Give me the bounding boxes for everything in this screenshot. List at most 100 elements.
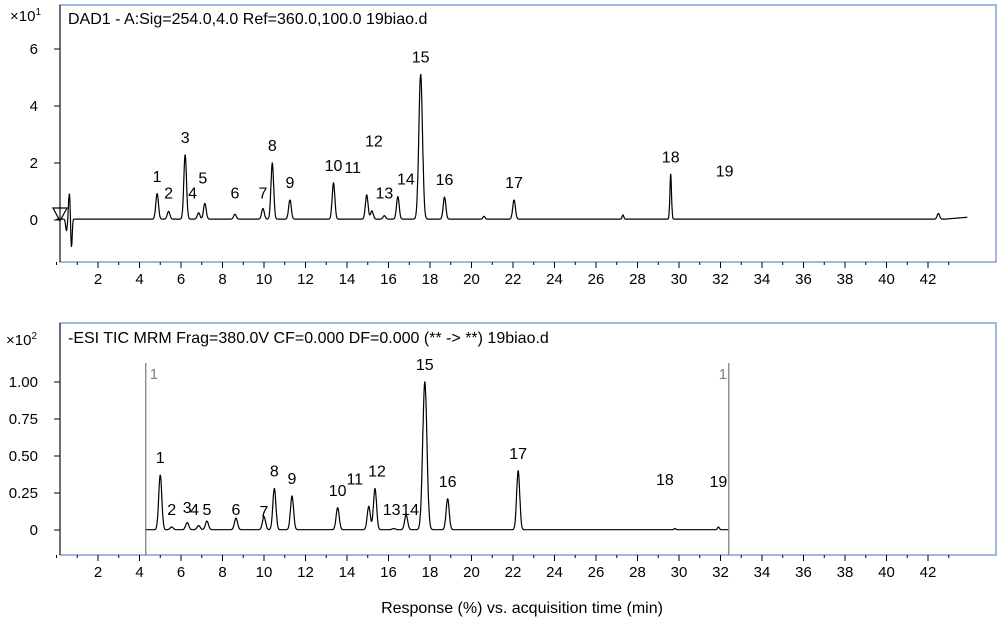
top-peak-point bbox=[443, 196, 446, 198]
bottom-peak-point bbox=[447, 498, 449, 500]
bottom-peak-point bbox=[159, 474, 161, 476]
bottom-x-tick-label: 42 bbox=[920, 564, 937, 581]
top-x-tick-label: 4 bbox=[135, 271, 143, 288]
top-chromatogram-trace bbox=[56, 74, 968, 248]
top-x-tick-label: 24 bbox=[546, 271, 563, 288]
bottom-x-tick-label: 26 bbox=[588, 564, 605, 581]
top-peak-label: 15 bbox=[412, 50, 430, 67]
top-x-tick-label: 18 bbox=[422, 271, 439, 288]
bottom-peak-point bbox=[291, 495, 293, 497]
top-peak-point bbox=[204, 202, 206, 205]
bottom-x-tick-label: 2 bbox=[94, 564, 102, 581]
top-peak-label: 3 bbox=[181, 130, 190, 147]
bottom-x-tick-label: 12 bbox=[297, 564, 314, 581]
bottom-x-tick-label: 36 bbox=[795, 564, 812, 581]
bottom-peak-point bbox=[424, 381, 426, 383]
bottom-peak-point bbox=[337, 507, 339, 509]
bottom-y-tick-label: 0.25 bbox=[9, 485, 38, 502]
bottom-x-tick-label: 40 bbox=[878, 564, 895, 581]
top-x-tick-label: 30 bbox=[671, 271, 688, 288]
top-peak-point bbox=[167, 210, 170, 213]
top-peak-point bbox=[513, 199, 515, 201]
bottom-peak-point bbox=[273, 487, 275, 490]
bottom-panel: -ESI TIC MRM Frag=380.0V CF=0.000 DF=0.0… bbox=[6, 322, 997, 556]
bottom-peak-point bbox=[374, 487, 376, 490]
bottom-peak-label: 19 bbox=[710, 474, 728, 491]
top-x-tick-label: 38 bbox=[837, 271, 854, 288]
bottom-x-tick-label: 16 bbox=[380, 564, 397, 581]
top-peak-label: 16 bbox=[436, 172, 454, 189]
x-axis-label: Response (%) vs. acquisition time (min) bbox=[381, 600, 663, 617]
bottom-peak-label: 16 bbox=[439, 474, 457, 491]
bottom-peak-point bbox=[517, 470, 519, 472]
bottom-peak-point bbox=[198, 524, 200, 527]
top-peak-label: 2 bbox=[164, 186, 173, 203]
top-y-tick-label: 6 bbox=[30, 41, 38, 58]
top-x-tick-label: 40 bbox=[878, 271, 895, 288]
bottom-x-tick-label: 10 bbox=[256, 564, 273, 581]
top-x-tick-label: 14 bbox=[339, 271, 356, 288]
top-peak-label: 19 bbox=[716, 164, 734, 181]
top-x-tick-label: 20 bbox=[463, 271, 480, 288]
bottom-peak-label: 14 bbox=[401, 502, 419, 519]
bottom-x-tick-label: 28 bbox=[629, 564, 646, 581]
top-peak-point bbox=[289, 199, 291, 201]
bottom-plot-area: 2 4 6 8 10 12 14 16 18 20 22 24 26 28 30 32 34 36 38 40 4200… bbox=[9, 323, 950, 581]
top-x-tick-label: 12 bbox=[297, 271, 314, 288]
top-peak-label: 13 bbox=[375, 186, 393, 203]
top-y-multiplier: ×101 bbox=[10, 7, 41, 25]
bottom-peak-point bbox=[263, 516, 265, 518]
bottom-peak-point bbox=[186, 522, 188, 524]
bottom-peak-label: 3 bbox=[183, 500, 192, 517]
top-peak-label: 12 bbox=[365, 134, 383, 151]
top-x-tick-label: 16 bbox=[380, 271, 397, 288]
top-peak-label: 5 bbox=[198, 170, 207, 187]
top-peak-label: 17 bbox=[505, 175, 523, 192]
top-peak-label: 7 bbox=[259, 186, 268, 203]
bottom-y-tick-label: 0.75 bbox=[9, 411, 38, 428]
top-y-tick-label: 2 bbox=[30, 155, 38, 172]
top-peak-point bbox=[332, 182, 335, 184]
bottom-x-tick-label: 38 bbox=[837, 564, 854, 581]
bottom-x-tick-label: 24 bbox=[546, 564, 563, 581]
bottom-peak-label: 7 bbox=[260, 504, 269, 521]
top-peak-label: 10 bbox=[325, 158, 343, 175]
top-peak-point bbox=[184, 154, 186, 156]
bottom-x-tick-label: 6 bbox=[177, 564, 185, 581]
bottom-x-tick-label: 4 bbox=[135, 564, 143, 581]
top-panel: DAD1 - A:Sig=254.0,4.0 Ref=360.0,100.0 1… bbox=[10, 4, 997, 263]
top-y-tick-label: 4 bbox=[30, 98, 38, 115]
top-peak-label: 1 bbox=[153, 169, 162, 186]
top-peak-point bbox=[420, 74, 422, 76]
top-x-tick-label: 28 bbox=[629, 271, 646, 288]
top-peak-label: 11 bbox=[344, 160, 361, 177]
top-peak-point bbox=[383, 215, 385, 217]
bottom-x-tick-label: 22 bbox=[505, 564, 522, 581]
top-peak-label: 14 bbox=[397, 172, 415, 189]
top-y-tick-label: 0 bbox=[30, 212, 38, 229]
top-x-tick-label: 26 bbox=[588, 271, 605, 288]
top-panel-title: DAD1 - A:Sig=254.0,4.0 Ref=360.0,100.0 1… bbox=[68, 11, 427, 28]
top-peak-point bbox=[234, 213, 236, 215]
bottom-peak-point bbox=[393, 527, 395, 530]
top-peak-point bbox=[397, 196, 399, 198]
top-x-tick-label: 22 bbox=[505, 271, 522, 288]
bottom-x-tick-label: 8 bbox=[218, 564, 226, 581]
top-peak-point bbox=[156, 193, 158, 195]
bottom-x-tick-label: 34 bbox=[754, 564, 771, 581]
bottom-peak-label: 17 bbox=[509, 446, 527, 463]
top-x-tick-label: 32 bbox=[712, 271, 729, 288]
bottom-x-tick-label: 18 bbox=[422, 564, 439, 581]
bottom-peak-label: 12 bbox=[368, 464, 386, 481]
top-peak-point bbox=[271, 162, 273, 164]
bottom-panel-frame bbox=[59, 322, 997, 556]
top-peak-label: 9 bbox=[285, 175, 294, 192]
top-x-tick-label: 2 bbox=[94, 271, 102, 288]
top-plot-area: 2 4 6 8 10 12 14 16 18 20 22 24 26 28 30 32 34 36 38 40 4202… bbox=[30, 5, 968, 288]
bottom-range-cursor-label: 1 bbox=[719, 366, 727, 383]
bottom-peak-label: 5 bbox=[202, 502, 211, 519]
bottom-x-tick-label: 20 bbox=[463, 564, 480, 581]
top-peak-label: 18 bbox=[662, 149, 680, 166]
bottom-peak-label: 9 bbox=[288, 471, 297, 488]
